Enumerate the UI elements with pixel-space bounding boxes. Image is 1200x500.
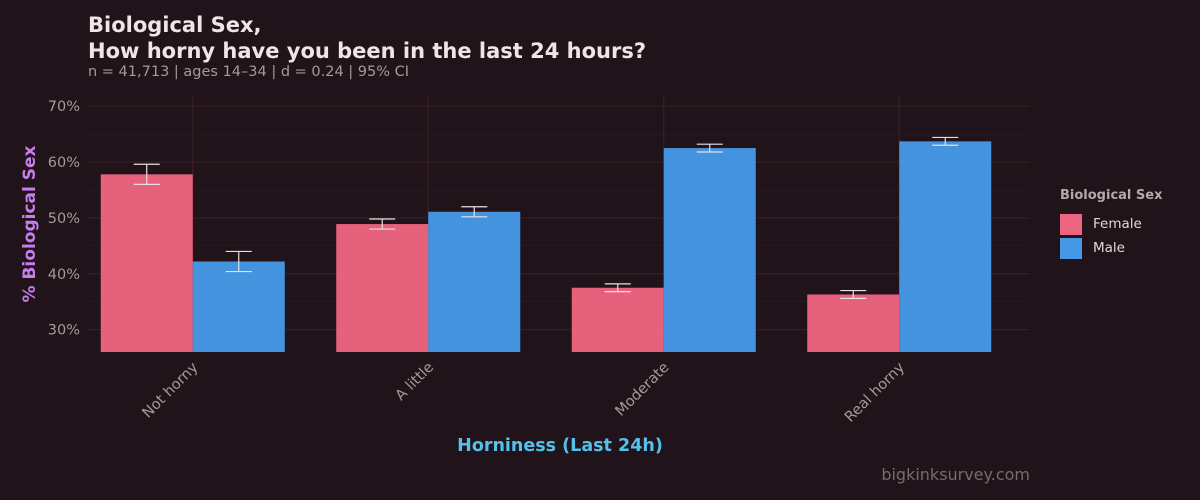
legend: Biological Sex Female Male bbox=[1060, 188, 1162, 260]
y-tick-label: 30% bbox=[48, 323, 80, 339]
y-tick-label: 50% bbox=[48, 211, 80, 227]
legend-label-male: Male bbox=[1093, 240, 1125, 256]
x-tick-label: Not horny bbox=[140, 359, 202, 421]
y-tick-label: 60% bbox=[48, 155, 80, 171]
legend-title: Biological Sex bbox=[1060, 188, 1163, 203]
legend-label-female: Female bbox=[1093, 216, 1142, 232]
x-tick-label: Moderate bbox=[612, 359, 672, 419]
bar-male bbox=[899, 141, 992, 352]
legend-item-male: Male bbox=[1060, 236, 1162, 260]
title-line-2: How horny have you been in the last 24 h… bbox=[88, 39, 647, 63]
y-tick-label: 70% bbox=[48, 99, 80, 115]
chart-title: Biological Sex, How horny have you been … bbox=[88, 12, 646, 64]
bar-male bbox=[192, 261, 285, 352]
y-axis-label: % Biological Sex bbox=[20, 145, 40, 303]
legend-swatch-male bbox=[1060, 237, 1082, 259]
x-tick-label: Real horny bbox=[842, 359, 908, 425]
y-tick-label: 40% bbox=[48, 267, 80, 283]
bar-female bbox=[336, 224, 429, 352]
title-line-1: Biological Sex, bbox=[88, 13, 262, 37]
x-tick-label: A little bbox=[393, 359, 438, 404]
bar-female bbox=[807, 294, 900, 352]
x-axis-label: Horniness (Last 24h) bbox=[457, 436, 663, 456]
chart-subtitle: n = 41,713 | ages 14–34 | d = 0.24 | 95%… bbox=[88, 64, 410, 80]
bar-male bbox=[428, 211, 521, 352]
bar-male bbox=[663, 148, 756, 352]
bar-female bbox=[100, 174, 193, 352]
legend-swatch-female bbox=[1060, 213, 1082, 235]
legend-item-female: Female bbox=[1060, 212, 1162, 236]
bar-female bbox=[571, 287, 664, 352]
source-caption: bigkinksurvey.com bbox=[881, 465, 1030, 484]
